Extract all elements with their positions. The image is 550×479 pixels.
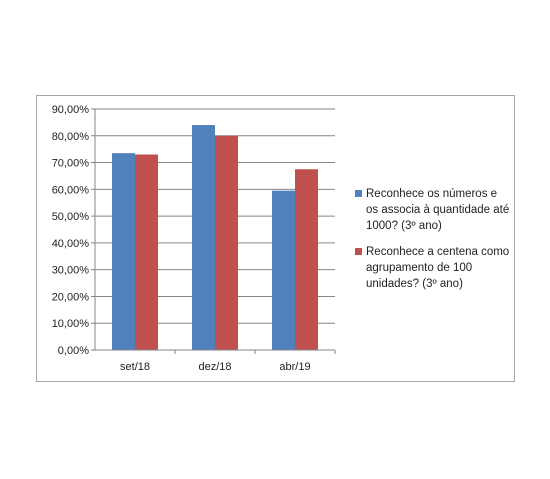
bar-series-2-set-18: [135, 154, 158, 350]
y-tick-label-9: 90,00%: [52, 104, 90, 116]
y-tick-label-6: 60,00%: [52, 184, 90, 196]
y-tick-label-3: 30,00%: [52, 265, 90, 277]
y-tick-label-5: 50,00%: [52, 211, 90, 223]
x-tick-label-0: set/18: [120, 361, 150, 373]
x-tick-label-1: dez/18: [198, 361, 231, 373]
bar-series-2-dez-18: [215, 135, 238, 350]
y-tick-label-1: 10,00%: [52, 318, 90, 330]
y-tick-label-7: 70,00%: [52, 158, 90, 170]
bar-series-1-set-18: [112, 153, 135, 350]
legend-label-series-1: Reconhece os números e os associa à quan…: [366, 188, 510, 232]
y-tick-label-4: 40,00%: [52, 238, 90, 250]
y-tick-label-8: 80,00%: [52, 131, 90, 143]
bar-series-2-abr-19: [295, 169, 318, 350]
y-tick-label-2: 20,00%: [52, 291, 90, 303]
x-tick-label-2: abr/19: [279, 361, 310, 373]
legend-swatch-series-2: [355, 248, 362, 255]
legend-swatch-series-1: [355, 190, 362, 197]
legend-item-series-2: Reconhece a centena como agrupamento de …: [352, 244, 512, 292]
legend: Reconhece os números e os associa à quan…: [352, 186, 512, 302]
legend-label-series-2: Reconhece a centena como agrupamento de …: [366, 246, 510, 290]
bar-series-1-abr-19: [272, 190, 295, 350]
legend-item-series-1: Reconhece os números e os associa à quan…: [352, 186, 512, 234]
bar-series-1-dez-18: [192, 125, 215, 350]
y-tick-label-0: 0,00%: [58, 345, 89, 357]
